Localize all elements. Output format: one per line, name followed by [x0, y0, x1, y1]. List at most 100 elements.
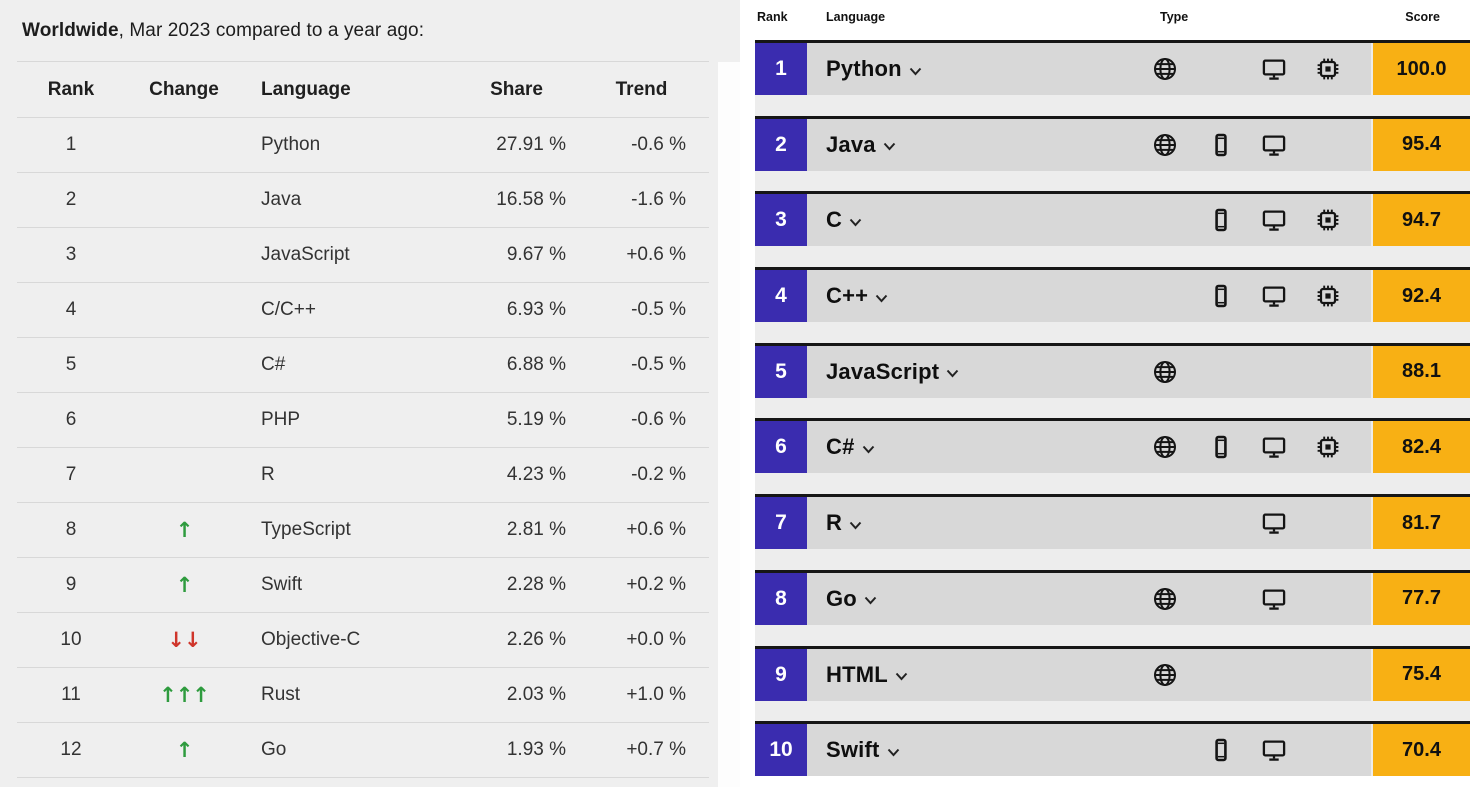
trend-cell: -0.6 %	[631, 134, 686, 155]
column-header-type: Type	[1160, 10, 1189, 24]
change-arrows: ↑	[175, 572, 194, 597]
column-header-trend: Trend	[615, 78, 668, 100]
desktop-icon	[1260, 736, 1288, 764]
language-label: C#	[826, 434, 855, 460]
language-bar: R	[807, 497, 1371, 550]
chevron-down-icon	[849, 218, 862, 227]
score-badge: 81.7	[1373, 497, 1470, 550]
language-cell: R	[261, 464, 275, 485]
trend-cell: -0.6 %	[631, 409, 686, 430]
table-header-row: Rank Change Language Share Trend	[17, 62, 709, 117]
language-cell: C#	[261, 354, 286, 375]
row-divider	[17, 337, 709, 338]
trend-cell: +0.6 %	[626, 244, 686, 265]
language-bar: Python	[807, 43, 1371, 95]
chevron-down-icon	[849, 521, 862, 530]
table-row: 10 ↓↓ Objective-C 2.26 % +0.0 %	[17, 613, 709, 667]
rank-badge: 2	[755, 118, 807, 171]
chevron-down-icon	[883, 143, 895, 151]
language-bar: Swift	[807, 724, 1371, 777]
language-bar: HTML	[807, 648, 1371, 701]
rank-cell: 8	[65, 519, 77, 540]
trend-cell: -0.5 %	[631, 299, 686, 320]
share-cell: 9.67 %	[506, 244, 566, 265]
change-arrows: ↑↑↑	[159, 682, 210, 707]
share-cell: 2.28 %	[506, 574, 566, 595]
mobile-icon	[1207, 206, 1235, 234]
language-dropdown[interactable]: Java	[826, 132, 896, 158]
table-row: 8 ↑ TypeScript 2.81 % +0.6 %	[17, 503, 709, 557]
chevron-down-icon	[909, 67, 922, 75]
language-dropdown[interactable]: C#	[826, 434, 875, 460]
table-row: 5 C# 6.88 % -0.5 %	[17, 338, 709, 392]
mobile-icon	[1207, 282, 1235, 310]
language-dropdown[interactable]: JavaScript	[826, 359, 959, 385]
web-icon	[1151, 433, 1179, 461]
mobile-icon	[1207, 433, 1235, 461]
share-cell: 6.93 %	[506, 299, 566, 320]
chevron-down-icon	[864, 597, 877, 605]
change-arrows: ↑	[175, 737, 194, 762]
rank-badge: 10	[755, 724, 807, 777]
rank-cell: 11	[61, 684, 81, 705]
share-cell: 27.91 %	[496, 134, 566, 155]
table-row: 4 C/C++ 6.93 % -0.5 %	[17, 283, 709, 337]
share-cell: 16.58 %	[496, 189, 566, 210]
trend-cell: -0.2 %	[631, 464, 686, 485]
rank-cell: 3	[65, 244, 77, 265]
scrollbar-gutter[interactable]	[718, 62, 740, 787]
language-dropdown[interactable]: Swift	[826, 737, 900, 763]
column-header-rank: Rank	[47, 78, 95, 100]
rank-cell: 1	[65, 134, 77, 155]
pypl-table: Rank Change Language Share Trend 1 Pytho…	[17, 61, 709, 778]
language-dropdown[interactable]: HTML	[826, 662, 908, 688]
language-label: C	[826, 207, 843, 233]
table-row: 10 Swift 70.4	[755, 721, 1470, 777]
row-divider	[17, 392, 709, 393]
language-dropdown[interactable]: C++	[826, 283, 888, 309]
embedded-icon	[1314, 55, 1342, 83]
rank-cell: 9	[65, 574, 77, 595]
language-bar: C++	[807, 270, 1371, 323]
score-badge: 77.7	[1373, 572, 1470, 625]
language-cell: Java	[261, 189, 302, 210]
score-badge: 82.4	[1373, 421, 1470, 474]
web-icon	[1151, 131, 1179, 159]
language-dropdown[interactable]: Python	[826, 56, 922, 82]
table-row: 11 ↑↑↑ Rust 2.03 % +1.0 %	[17, 668, 709, 722]
row-divider	[17, 282, 709, 283]
desktop-icon	[1260, 585, 1288, 613]
language-dropdown[interactable]: C	[826, 207, 862, 233]
language-label: C++	[826, 283, 869, 309]
table-row: 8 Go 77.7	[755, 569, 1470, 625]
language-cell: Swift	[261, 574, 303, 595]
trend-cell: +0.2 %	[626, 574, 686, 595]
rank-badge: 7	[755, 497, 807, 550]
rank-cell: 6	[65, 409, 77, 430]
rank-badge: 6	[755, 421, 807, 474]
table-row: 7 R 4.23 % -0.2 %	[17, 448, 709, 502]
pypl-table-panel: Worldwide, Mar 2023 compared to a year a…	[0, 0, 740, 787]
table-header-row: Rank Language Type Score	[755, 10, 1470, 30]
embedded-icon	[1314, 433, 1342, 461]
table-row: 9 HTML 75.4	[755, 645, 1470, 701]
rank-badge: 3	[755, 194, 807, 247]
rank-cell: 7	[65, 464, 77, 485]
share-cell: 4.23 %	[506, 464, 566, 485]
score-badge: 95.4	[1373, 118, 1470, 171]
score-badge: 88.1	[1373, 345, 1470, 398]
language-bar: Go	[807, 572, 1371, 625]
table-body: 1 Python 27.91 % -0.6 % 2 Java 16.58 % -…	[17, 118, 709, 778]
share-cell: 2.26 %	[506, 629, 566, 650]
table-row: 9 ↑ Swift 2.28 % +0.2 %	[17, 558, 709, 612]
title-region: Worldwide	[22, 19, 119, 41]
language-cell: Go	[261, 739, 287, 760]
language-dropdown[interactable]: R	[826, 510, 862, 536]
language-cell: JavaScript	[261, 244, 350, 265]
chevron-down-icon	[895, 672, 908, 681]
language-dropdown[interactable]: Go	[826, 586, 877, 612]
table-row: 7 R 81.7	[755, 494, 1470, 550]
rank-badge: 9	[755, 648, 807, 701]
desktop-icon	[1260, 509, 1288, 537]
